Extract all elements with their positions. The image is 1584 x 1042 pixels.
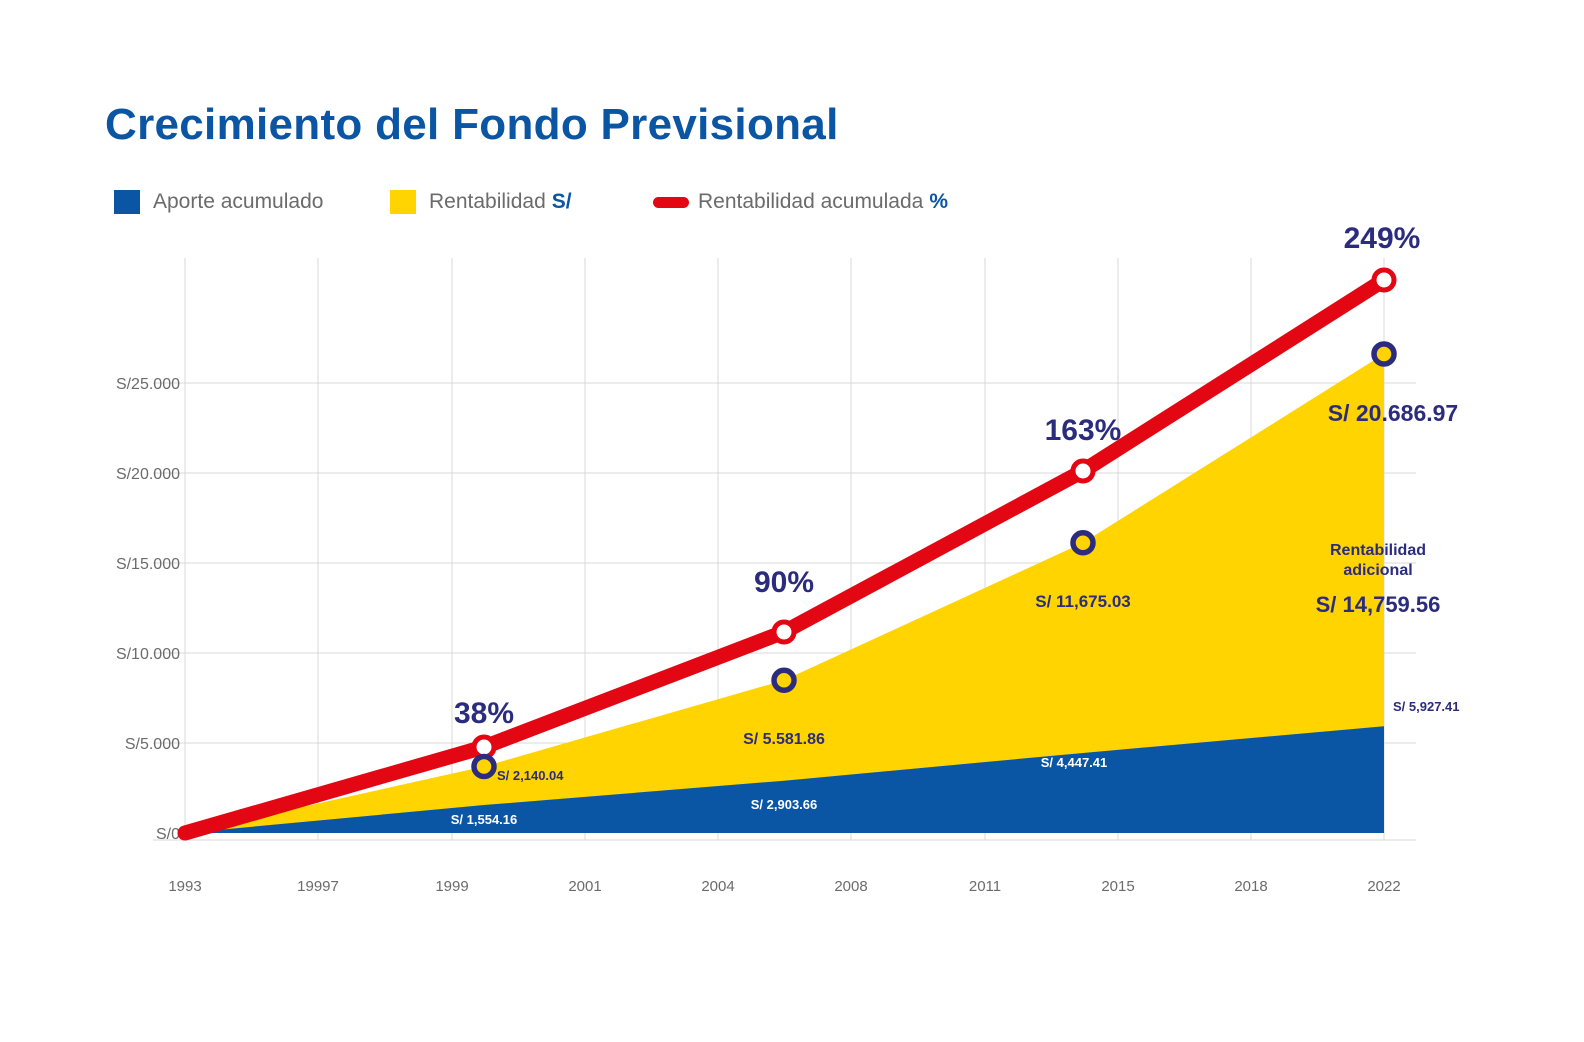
x-tick-label: 2018 bbox=[1234, 878, 1267, 895]
x-tick-label: 2001 bbox=[568, 878, 601, 895]
legend-label-aporte: Aporte acumulado bbox=[153, 190, 324, 213]
y-tick-label: S/20.000 bbox=[116, 466, 180, 483]
legend-item-acumulada: Rentabilidad acumulada % bbox=[653, 190, 948, 214]
y-tick-label: S/10.000 bbox=[116, 646, 180, 663]
x-tick-label: 19997 bbox=[297, 878, 339, 895]
y-tick-label: S/0 bbox=[156, 826, 180, 843]
fund-label: S/ 5.581.86 bbox=[743, 731, 825, 748]
x-tick-label: 2004 bbox=[701, 878, 734, 895]
pct-marker bbox=[1070, 458, 1096, 484]
legend-label-acumulada: Rentabilidad acumulada bbox=[698, 190, 924, 213]
aporte-label: S/ 4,447.41 bbox=[1041, 755, 1108, 770]
fund-label: S/ 2,140.04 bbox=[497, 768, 564, 783]
pct-label: 90% bbox=[754, 566, 814, 599]
y-tick-label: S/25.000 bbox=[116, 376, 180, 393]
fund-marker bbox=[1070, 530, 1096, 556]
pct-label: 249% bbox=[1344, 222, 1421, 255]
x-tick-label: 1993 bbox=[168, 878, 201, 895]
aporte-area bbox=[185, 726, 1384, 833]
aporte-label: S/ 2,903.66 bbox=[751, 797, 818, 812]
legend-label-rentabilidad: Rentabilidad bbox=[429, 190, 546, 213]
pct-label: 163% bbox=[1045, 414, 1122, 447]
x-tick-label: 2011 bbox=[969, 878, 1001, 895]
y-tick-label: S/5.000 bbox=[125, 736, 180, 753]
fund-label: S/ 11,675.03 bbox=[1035, 592, 1130, 611]
extra-label-line1: Rentabilidad bbox=[1330, 542, 1426, 559]
x-tick-label: 2015 bbox=[1101, 878, 1134, 895]
y-tick-label: S/15.000 bbox=[116, 556, 180, 573]
legend-item-aporte: Aporte acumulado bbox=[114, 190, 323, 214]
pct-marker bbox=[771, 619, 797, 645]
legend-unit-acumulada: % bbox=[929, 190, 949, 213]
x-tick-label: 2008 bbox=[834, 878, 867, 895]
x-tick-label: 1999 bbox=[435, 878, 468, 895]
x-tick-label: 2022 bbox=[1367, 878, 1400, 895]
fund-label: S/ 20.686.97 bbox=[1328, 400, 1458, 426]
chart-title: Crecimiento del Fondo Previsional bbox=[105, 100, 839, 149]
aporte-label: S/ 5,927.41 bbox=[1393, 699, 1460, 714]
fund-marker bbox=[771, 667, 797, 694]
legend-line-red-icon bbox=[653, 196, 689, 208]
pct-marker bbox=[1371, 267, 1397, 293]
aporte-label: S/ 1,554.16 bbox=[451, 812, 518, 827]
fund-marker bbox=[1371, 341, 1397, 367]
extra-label-line2: adicional bbox=[1343, 562, 1412, 579]
legend-swatch-yellow-icon bbox=[390, 190, 416, 214]
fund-marker bbox=[471, 753, 497, 780]
extra-value: S/ 14,759.56 bbox=[1316, 592, 1441, 617]
legend: Aporte acumulado Rentabilidad S/ Rentabi… bbox=[0, 190, 1584, 220]
legend-swatch-blue-icon bbox=[114, 190, 140, 214]
pct-label: 38% bbox=[454, 697, 514, 730]
legend-unit-rentabilidad: S/ bbox=[551, 190, 572, 213]
legend-item-rentabilidad: Rentabilidad S/ bbox=[390, 190, 572, 214]
rentabilidad-area bbox=[185, 353, 1384, 833]
